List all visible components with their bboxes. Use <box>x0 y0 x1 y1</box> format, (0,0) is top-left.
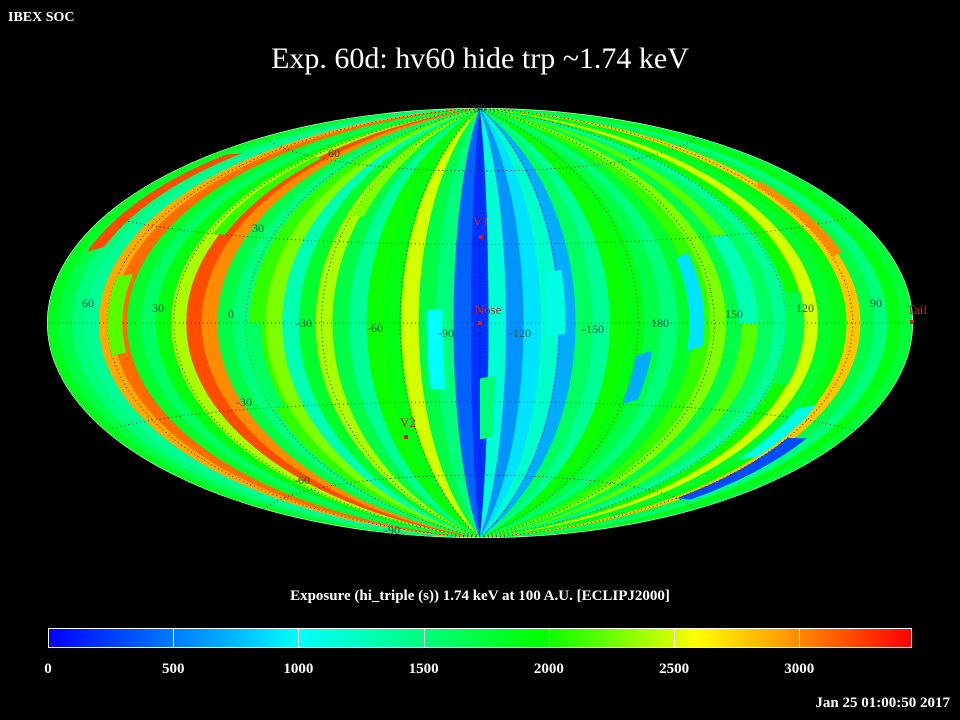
lon-label: -90 <box>438 326 454 340</box>
marker-dot <box>404 435 408 439</box>
colorbar-tick-label: 500 <box>161 661 185 677</box>
colorbar-tick-label: 2500 <box>659 661 690 677</box>
exposure-patch <box>770 291 805 385</box>
colorbar <box>48 628 912 648</box>
exposure-patch <box>710 235 758 323</box>
colorbar-tick-label: 1000 <box>283 661 314 677</box>
marker-dot <box>479 235 483 239</box>
lon-label: 150 <box>725 307 743 321</box>
colorbar-tick-label: 3000 <box>784 661 815 677</box>
exposure-patch <box>107 274 133 357</box>
lon-label: 120 <box>796 301 814 315</box>
lon-label: -30 <box>296 316 312 330</box>
exposure-patches <box>86 145 842 500</box>
colorbar-tick-label: 2000 <box>533 661 564 677</box>
colorbar-tick-label: 1500 <box>408 661 439 677</box>
colorbar-tick <box>173 628 175 648</box>
exposure-patch <box>480 375 496 440</box>
colorbar-tick <box>548 628 550 648</box>
app-label: IBEX SOC <box>8 10 75 25</box>
exposure-patch <box>676 437 807 500</box>
grid-line <box>104 215 856 245</box>
marker-label: V1 <box>473 214 489 229</box>
object-markers: V1 Nose V2 Tail <box>400 214 927 439</box>
lon-label: 60 <box>82 296 94 310</box>
exposure-patch <box>426 309 446 389</box>
colorbar-title: Exposure (hi_triple (s)) 1.74 keV at 100… <box>290 588 670 604</box>
exposure-patch <box>621 350 652 405</box>
exposure-patch <box>351 145 422 217</box>
graticule-labels: 90 60 30 -30 -60 -90 60 30 0 -30 -60 -90 -120 -150 180… <box>82 101 882 537</box>
exposure-patch <box>756 181 842 257</box>
exposure-patch <box>245 323 285 408</box>
lon-label: -120 <box>509 326 531 340</box>
lon-label: -150 <box>582 322 604 336</box>
exposure-patch <box>738 404 818 460</box>
marker-label: Nose <box>475 302 502 317</box>
marker-dot <box>478 321 482 325</box>
lon-label: 0 <box>228 307 234 321</box>
colorbar-tick <box>298 628 300 648</box>
lon-label: 30 <box>152 301 164 315</box>
colorbar-tick <box>674 628 676 648</box>
marker-label: V2 <box>400 415 416 430</box>
colorbar-tick <box>799 628 801 648</box>
exposure-patch <box>676 252 705 352</box>
exposure-patch <box>543 269 566 337</box>
lat-label: 60 <box>328 146 340 160</box>
lon-label: 180 <box>651 316 669 330</box>
lat-label: 30 <box>252 221 264 235</box>
lat-label: 90 <box>474 101 486 115</box>
lat-label: -90 <box>384 523 400 537</box>
colorbar-tick-label: 0 <box>44 661 52 677</box>
marker-dot <box>910 320 914 324</box>
colorbar-ticks <box>48 628 912 648</box>
lon-label: -60 <box>367 321 383 335</box>
colorbar-tick <box>423 628 425 648</box>
lon-label: 90 <box>870 296 882 310</box>
grid-line <box>321 108 481 538</box>
marker-label: Tail <box>907 302 927 317</box>
exposure-patch <box>212 157 322 235</box>
exposure-patch <box>86 153 243 252</box>
map-title: Exp. 60d: hv60 hide trp ~1.74 keV <box>271 42 689 75</box>
lat-label: -60 <box>294 473 310 487</box>
lat-label: -30 <box>236 395 252 409</box>
timestamp: Jan 25 01:00:50 2017 <box>815 695 950 711</box>
